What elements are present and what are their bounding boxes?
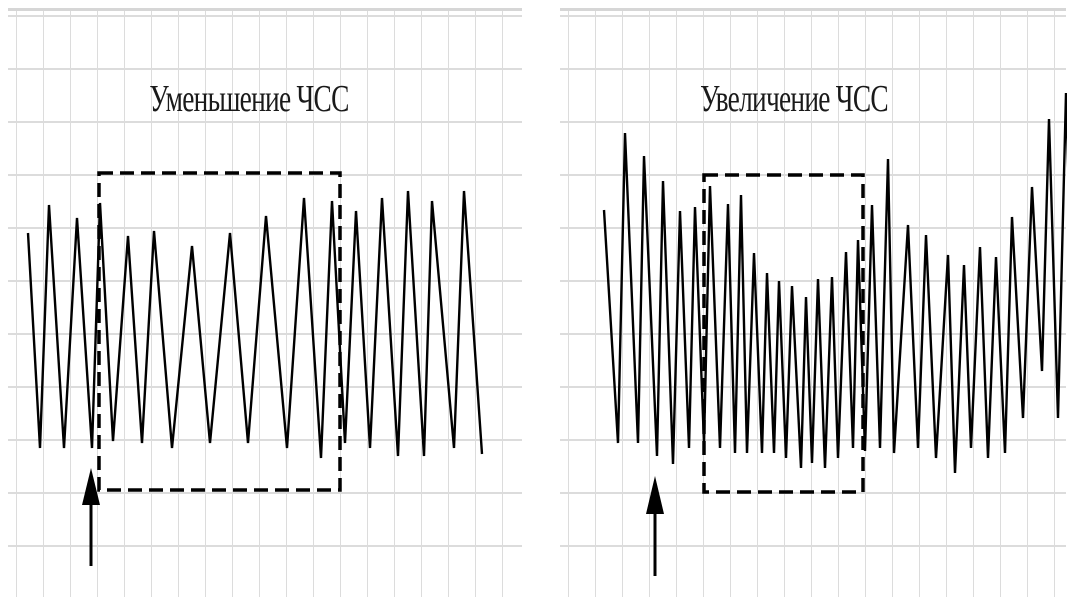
panel-increase-hr: Увеличение ЧСС bbox=[560, 8, 1067, 597]
panel-decrease-hr: Уменьшение ЧСС bbox=[8, 8, 522, 597]
panel-title: Увеличение ЧСС bbox=[700, 78, 889, 120]
diagram-increase-hr bbox=[602, 92, 1067, 576]
highlight-box bbox=[702, 173, 865, 494]
highlight-box bbox=[97, 171, 342, 492]
diagram-decrease-hr bbox=[26, 171, 484, 566]
arrow-up-icon bbox=[82, 468, 100, 505]
heart-rhythm-trace bbox=[26, 190, 484, 459]
arrow-up-icon bbox=[646, 476, 664, 514]
panel-title: Уменьшение ЧСС bbox=[149, 78, 349, 120]
heart-rhythm-trace bbox=[602, 92, 1067, 474]
